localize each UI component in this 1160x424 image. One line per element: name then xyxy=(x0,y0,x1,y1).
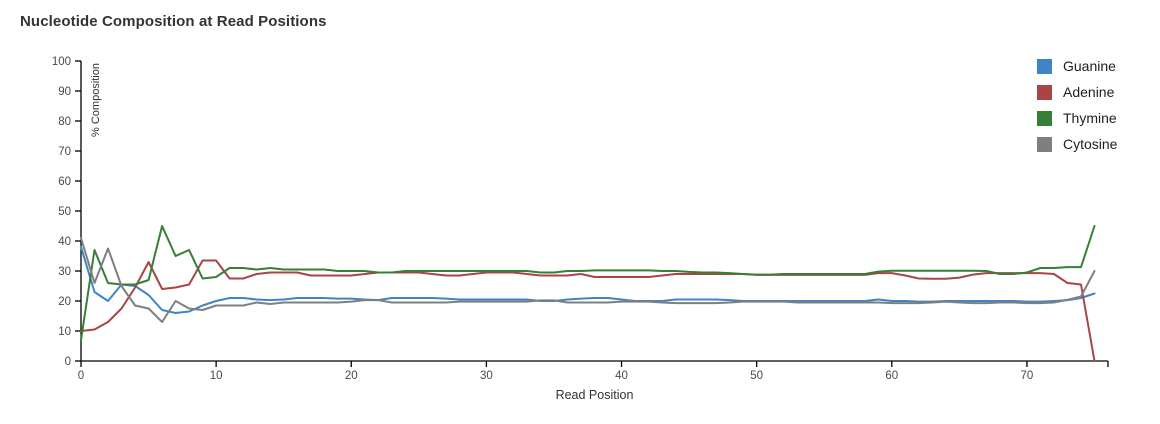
legend-swatch-adenine xyxy=(1037,84,1052,100)
x-tick-label: 50 xyxy=(750,370,763,382)
legend-label-cytosine: Cytosine xyxy=(1063,136,1118,152)
y-tick-label: 20 xyxy=(58,296,71,308)
legend-swatch-guanine xyxy=(1037,58,1052,74)
y-tick-label: 90 xyxy=(58,86,71,98)
y-tick-label: 70 xyxy=(58,146,71,158)
chart-title: Nucleotide Composition at Read Positions xyxy=(20,13,327,30)
legend-item-adenine: Adenine xyxy=(1037,83,1117,101)
legend-item-guanine: Guanine xyxy=(1037,57,1117,75)
x-tick-label: 0 xyxy=(78,370,84,382)
y-tick-label: 60 xyxy=(58,176,71,188)
legend-label-adenine: Adenine xyxy=(1063,84,1115,100)
legend-item-cytosine: Cytosine xyxy=(1037,135,1117,153)
x-tick-label: 70 xyxy=(1021,370,1034,382)
series-line-cytosine xyxy=(80,237,1096,323)
legend-label-thymine: Thymine xyxy=(1063,110,1117,126)
y-tick-label: 80 xyxy=(58,116,71,128)
legend-swatch-cytosine xyxy=(1037,136,1052,152)
legend-swatch-thymine xyxy=(1037,110,1052,126)
y-tick-label: 50 xyxy=(58,206,71,218)
legend-label-guanine: Guanine xyxy=(1063,58,1116,74)
x-tick-label: 40 xyxy=(615,370,628,382)
legend-item-thymine: Thymine xyxy=(1037,109,1117,127)
y-tick-label: 100 xyxy=(52,56,71,68)
x-axis-title: Read Position xyxy=(556,388,634,402)
x-tick-label: 30 xyxy=(480,370,493,382)
y-tick-label: 0 xyxy=(65,356,71,368)
y-axis-title: % Composition xyxy=(90,63,102,137)
x-tick-label: 60 xyxy=(885,370,898,382)
legend: Guanine Adenine Thymine Cytosine xyxy=(1037,57,1117,161)
series-line-thymine xyxy=(80,225,1096,341)
y-tick-label: 10 xyxy=(58,326,71,338)
series-line-guanine xyxy=(80,246,1096,314)
x-tick-label: 20 xyxy=(345,370,358,382)
y-tick-label: 40 xyxy=(58,236,71,248)
y-tick-label: 30 xyxy=(58,266,71,278)
series-line-adenine xyxy=(80,259,1096,362)
x-tick-label: 10 xyxy=(210,370,223,382)
